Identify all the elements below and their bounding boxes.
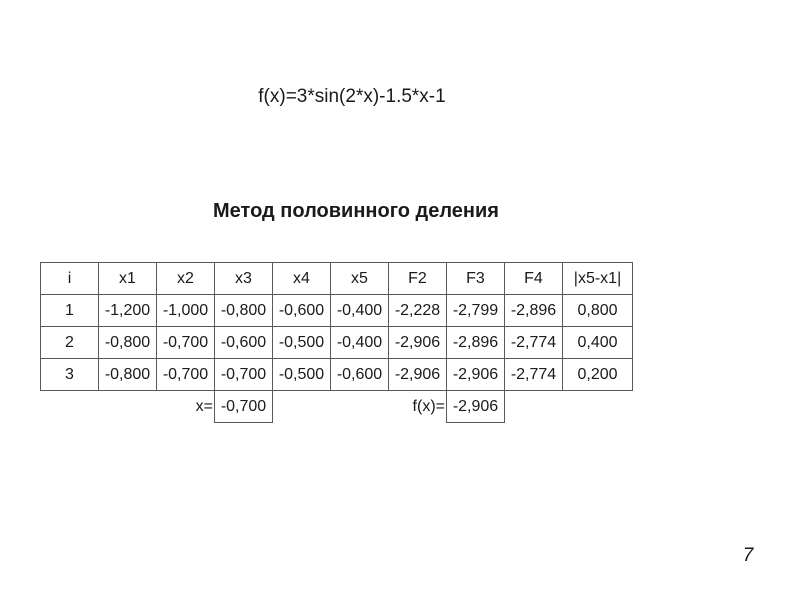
fx-result-value: -2,906 bbox=[446, 390, 505, 423]
x-result-label: x= bbox=[195, 397, 213, 415]
table-cell: -0,400 bbox=[330, 294, 389, 327]
table-cell: 0,800 bbox=[562, 294, 633, 327]
table-cell: -0,800 bbox=[98, 326, 157, 359]
table-cell: -0,700 bbox=[156, 358, 215, 391]
fx-result-label: f(x)= bbox=[412, 397, 445, 415]
table-row: 1 -1,200 -1,000 -0,800 -0,600 -0,400 -2,… bbox=[40, 294, 633, 327]
empty-cell bbox=[99, 391, 157, 423]
slide-page-number: 7 bbox=[742, 545, 754, 566]
column-header-x1: x1 bbox=[98, 262, 157, 295]
table-cell: -0,600 bbox=[272, 294, 331, 327]
column-header-x4: x4 bbox=[272, 262, 331, 295]
table-cell: -2,799 bbox=[446, 294, 505, 327]
table-cell: -0,500 bbox=[272, 326, 331, 359]
column-header-x2: x2 bbox=[156, 262, 215, 295]
table-cell: -0,800 bbox=[214, 294, 273, 327]
column-header-x3: x3 bbox=[214, 262, 273, 295]
column-header-f4: F4 bbox=[504, 262, 563, 295]
empty-cell bbox=[331, 391, 389, 423]
table-cell: -0,600 bbox=[214, 326, 273, 359]
formula-text: f(x)=3*sin(2*x)-1.5*x-1 bbox=[258, 86, 446, 107]
table-cell: -2,774 bbox=[504, 358, 563, 391]
table-cell: -0,800 bbox=[98, 358, 157, 391]
table-cell: 0,400 bbox=[562, 326, 633, 359]
table-cell: -1,200 bbox=[98, 294, 157, 327]
table-cell: -2,774 bbox=[504, 326, 563, 359]
empty-cell bbox=[273, 391, 331, 423]
column-header-f3: F3 bbox=[446, 262, 505, 295]
empty-cell bbox=[563, 391, 633, 423]
column-header-x5: x5 bbox=[330, 262, 389, 295]
result-row: x= -0,700 f(x)= -2,906 bbox=[41, 390, 633, 423]
table-cell: 2 bbox=[40, 326, 99, 359]
table-cell: -0,500 bbox=[272, 358, 331, 391]
table-cell: -1,000 bbox=[156, 294, 215, 327]
table-cell: -0,400 bbox=[330, 326, 389, 359]
table-cell: -0,600 bbox=[330, 358, 389, 391]
table-cell: -2,896 bbox=[504, 294, 563, 327]
bisection-method-table: i x1 x2 x3 x4 x5 F2 F3 F4 |x5-x1| 1 -1,2… bbox=[40, 262, 633, 423]
page-title: Метод половинного деления bbox=[213, 200, 499, 222]
table-cell: -2,906 bbox=[388, 326, 447, 359]
empty-cell bbox=[41, 391, 99, 423]
table-cell: -2,896 bbox=[446, 326, 505, 359]
empty-cell bbox=[505, 391, 563, 423]
table-cell: -0,700 bbox=[214, 358, 273, 391]
table-row: 3 -0,800 -0,700 -0,700 -0,500 -0,600 -2,… bbox=[40, 358, 633, 391]
x-result-value: -0,700 bbox=[214, 390, 273, 423]
table-cell: -2,228 bbox=[388, 294, 447, 327]
column-header-i: i bbox=[40, 262, 99, 295]
table-cell: -2,906 bbox=[446, 358, 505, 391]
table-header-row: i x1 x2 x3 x4 x5 F2 F3 F4 |x5-x1| bbox=[40, 262, 633, 295]
table-cell: 1 bbox=[40, 294, 99, 327]
table-cell: -2,906 bbox=[388, 358, 447, 391]
table-cell: 3 bbox=[40, 358, 99, 391]
column-header-f2: F2 bbox=[388, 262, 447, 295]
column-header-abs-diff: |x5-x1| bbox=[562, 262, 633, 295]
table-cell: -0,700 bbox=[156, 326, 215, 359]
table-cell: 0,200 bbox=[562, 358, 633, 391]
table-row: 2 -0,800 -0,700 -0,600 -0,500 -0,400 -2,… bbox=[40, 326, 633, 359]
